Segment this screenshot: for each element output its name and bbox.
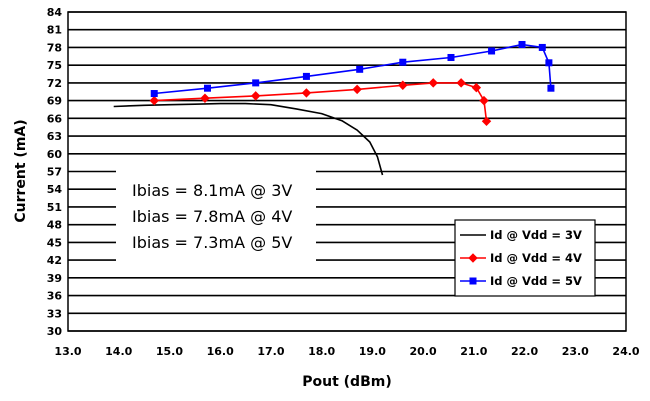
data-point <box>518 40 526 48</box>
x-tick-label: 14.0 <box>105 345 132 358</box>
y-tick-label: 42 <box>47 254 62 267</box>
y-tick-label: 69 <box>47 95 62 108</box>
data-point <box>204 84 211 92</box>
series-2 <box>149 78 492 126</box>
x-tick-label: 21.0 <box>460 345 487 358</box>
legend-label: Id @ Vdd = 4V <box>490 251 582 265</box>
y-tick-label: 66 <box>47 112 63 125</box>
y-tick-label: 75 <box>47 59 62 72</box>
y-tick-label: 45 <box>47 236 62 249</box>
data-point <box>479 95 489 106</box>
data-point <box>547 84 555 92</box>
data-point <box>545 59 553 67</box>
data-point <box>481 116 492 126</box>
x-tick-label: 13.0 <box>54 345 81 358</box>
legend-label: Id @ Vdd = 3V <box>490 228 582 242</box>
x-tick-label: 15.0 <box>156 345 183 358</box>
data-point <box>471 82 482 93</box>
legend-entry-2: Id @ Vdd = 4V <box>460 251 582 265</box>
data-point <box>150 90 158 98</box>
legend-label: Id @ Vdd = 5V <box>490 274 582 288</box>
data-point <box>252 79 260 87</box>
y-tick-label: 72 <box>47 77 62 90</box>
data-point <box>250 91 261 101</box>
data-point <box>538 43 546 51</box>
series-layer <box>113 40 555 176</box>
y-tick-label: 84 <box>47 6 63 19</box>
y-tick-label: 39 <box>47 272 62 285</box>
legend: Id @ Vdd = 3V Id @ Vdd = 4V Id @ Vdd = 5V <box>454 219 596 297</box>
x-tick-label: 20.0 <box>410 345 437 358</box>
data-point <box>488 47 496 55</box>
annotation-line-1: Ibias = 8.1mA @ 3V <box>132 181 292 200</box>
series-line-1 <box>113 102 384 176</box>
tick-labels: 30 33 36 39 42 45 48 51 54 57 60 63 66 69 72 75 78 81 84 13… <box>47 6 640 358</box>
y-tick-label: 36 <box>47 290 63 303</box>
y-tick-label: 63 <box>47 130 62 143</box>
data-point <box>149 95 159 106</box>
data-point <box>399 58 407 66</box>
x-tick-label: 17.0 <box>257 345 284 358</box>
legend-marker <box>469 277 477 285</box>
data-point <box>352 84 362 95</box>
data-point <box>356 65 364 73</box>
x-axis-title: Pout (dBm) <box>302 374 392 390</box>
y-tick-label: 60 <box>47 148 63 161</box>
y-axis-title: Current (mA) <box>13 119 29 222</box>
data-point <box>301 88 312 98</box>
y-tick-label: 54 <box>47 183 63 196</box>
annotation-box: Ibias = 8.1mA @ 3V Ibias = 7.8mA @ 4V Ib… <box>116 170 316 262</box>
y-tick-label: 81 <box>47 24 62 37</box>
y-tick-label: 33 <box>47 307 62 320</box>
data-point <box>447 53 455 61</box>
annotation-line-3: Ibias = 7.3mA @ 5V <box>132 233 292 252</box>
y-tick-label: 78 <box>47 41 62 54</box>
y-tick-label: 51 <box>47 201 62 214</box>
data-point <box>456 78 466 88</box>
x-tick-label: 18.0 <box>308 345 335 358</box>
series-1 <box>113 102 384 176</box>
y-tick-label: 48 <box>47 219 62 232</box>
series-3 <box>150 40 555 98</box>
x-tick-label: 22.0 <box>511 345 538 358</box>
data-point <box>428 78 438 88</box>
data-point <box>398 80 408 90</box>
x-tick-label: 23.0 <box>562 345 589 358</box>
legend-entries: Id @ Vdd = 3V Id @ Vdd = 4V Id @ Vdd = 5V <box>460 228 582 288</box>
y-tick-label: 30 <box>47 325 63 338</box>
annotation-background <box>116 170 316 262</box>
x-tick-label: 24.0 <box>612 345 639 358</box>
annotation-line-2: Ibias = 7.8mA @ 4V <box>132 207 292 226</box>
x-tick-label: 16.0 <box>207 345 234 358</box>
legend-entry-3: Id @ Vdd = 5V <box>460 274 582 288</box>
legend-marker <box>468 253 478 263</box>
data-point <box>200 93 210 103</box>
x-tick-label: 19.0 <box>359 345 386 358</box>
legend-entry-1: Id @ Vdd = 3V <box>460 228 582 242</box>
y-tick-label: 57 <box>47 166 62 179</box>
data-point <box>302 72 310 80</box>
